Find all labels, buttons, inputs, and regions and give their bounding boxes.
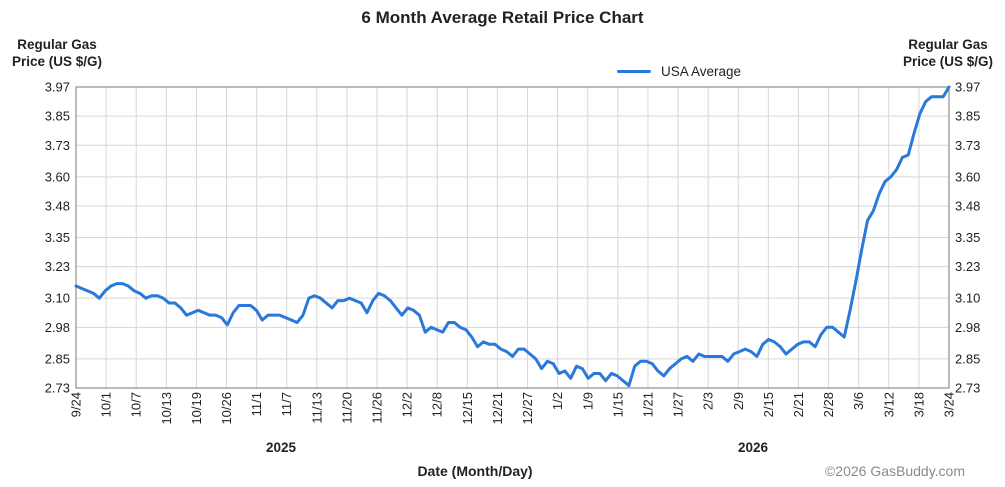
- x-tick-label: 10/26: [219, 392, 234, 425]
- x-tick-label: 2/3: [701, 392, 716, 410]
- x-tick-label: 3/18: [911, 392, 926, 417]
- x-tick-label: 11/1: [249, 392, 264, 416]
- y-tick-label-left: 3.35: [45, 230, 70, 245]
- x-tick-label: 12/15: [460, 392, 475, 425]
- y-tick-label-right: 3.48: [955, 198, 980, 213]
- y-tick-label-left: 3.97: [45, 80, 70, 95]
- x-tick-label: 9/24: [69, 392, 84, 417]
- y-tick-label-right: 3.10: [955, 291, 980, 306]
- y-tick-label-left: 3.85: [45, 109, 70, 124]
- year-label-2025: 2025: [266, 440, 297, 455]
- y-axis-label-left: Regular Gas Price (US $/G): [11, 37, 103, 69]
- x-axis-label: Date (Month/Day): [417, 463, 533, 479]
- chart-legend: USA Average: [617, 64, 741, 79]
- y-tick-label-left: 3.23: [45, 259, 70, 274]
- x-tick-label: 10/19: [189, 392, 204, 425]
- x-tick-label: 3/24: [942, 392, 957, 417]
- plot-frame: [75, 86, 950, 389]
- chart-title: 6 Month Average Retail Price Chart: [361, 8, 644, 27]
- y-tick-label-right: 3.35: [955, 230, 980, 245]
- y-tick-label-right: 3.85: [955, 109, 980, 124]
- x-tick-label: 1/27: [671, 392, 686, 417]
- x-tick-label: 12/21: [490, 392, 505, 425]
- series-line-usa-average: [74, 85, 951, 388]
- y-tick-label-right: 2.85: [955, 351, 980, 366]
- y-tick-label-right: 3.23: [955, 259, 980, 274]
- y-tick-label-right: 2.73: [955, 381, 980, 396]
- y-tick-label-left: 3.10: [45, 291, 70, 306]
- series-layer: [74, 85, 951, 388]
- y-tick-label-left: 3.73: [45, 138, 70, 153]
- y-tick-label-right: 3.60: [955, 169, 980, 184]
- y-tick-label-right: 2.98: [955, 320, 980, 335]
- y-tick-label-left: 3.60: [45, 169, 70, 184]
- x-tick-label: 11/20: [339, 392, 354, 424]
- y-tick-label-left: 2.98: [45, 320, 70, 335]
- x-tick-label: 10/1: [99, 392, 114, 417]
- x-tick-label: 1/2: [550, 392, 565, 410]
- x-tick-label: 1/21: [640, 392, 655, 417]
- y-tick-label-right: 3.73: [955, 138, 980, 153]
- x-tick-label: 3/6: [851, 392, 866, 410]
- year-label-2026: 2026: [738, 440, 769, 455]
- x-tick-label: 11/26: [370, 392, 385, 424]
- x-tick-label: 2/21: [791, 392, 806, 417]
- x-tick-label: 2/9: [731, 392, 746, 410]
- copyright-text: ©2026 GasBuddy.com: [824, 463, 965, 479]
- x-tick-label: 3/12: [881, 392, 896, 417]
- y-axis-label-right: Regular Gas Price (US $/G): [902, 37, 994, 69]
- legend-label: USA Average: [661, 64, 742, 79]
- x-tick-label: 12/2: [400, 392, 415, 417]
- x-tick-label: 2/15: [761, 392, 776, 417]
- y-tick-label-left: 3.48: [45, 198, 70, 213]
- x-tick-label: 1/15: [610, 392, 625, 417]
- x-tick-label: 12/27: [520, 392, 535, 425]
- x-tick-label: 1/9: [580, 392, 595, 410]
- x-tick-label: 12/8: [430, 392, 445, 417]
- tick-layer: 3.97 3.97 3.85 3.85 3.73 3.73 3.60 3.60 3.48 3.48…: [45, 80, 981, 425]
- y-tick-label-right: 3.97: [955, 80, 980, 95]
- x-tick-label: 11/13: [309, 392, 324, 424]
- x-tick-label: 11/7: [279, 392, 294, 416]
- x-tick-label: 10/13: [159, 392, 174, 425]
- x-tick-label: 10/7: [129, 392, 144, 417]
- y-tick-label-left: 2.73: [45, 381, 70, 396]
- legend-swatch: [617, 70, 651, 73]
- x-tick-label: 2/28: [821, 392, 836, 417]
- grid-layer: [76, 87, 949, 388]
- y-tick-label-left: 2.85: [45, 351, 70, 366]
